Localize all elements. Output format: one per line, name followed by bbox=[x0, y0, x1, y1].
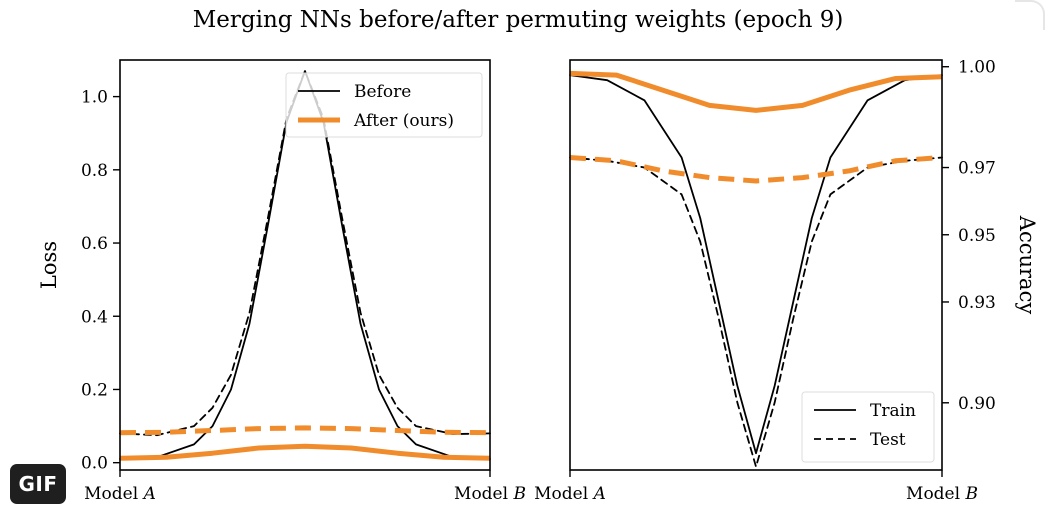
legend-label: Test bbox=[870, 430, 906, 450]
x-tick-label: Model A bbox=[534, 484, 606, 504]
legend-label: After (ours) bbox=[353, 111, 454, 131]
y-tick-label: 0.97 bbox=[958, 159, 996, 179]
plot-frame bbox=[569, 59, 943, 471]
series-line bbox=[119, 425, 491, 436]
y-axis-label: Accuracy bbox=[1015, 215, 1039, 315]
y-tick-label: 0.93 bbox=[958, 293, 996, 313]
x-tick-label: Model B bbox=[454, 484, 526, 504]
figure-title: Merging NNs before/after permuting weigh… bbox=[193, 7, 844, 33]
series-line bbox=[569, 155, 943, 184]
series-line bbox=[569, 70, 943, 113]
y-tick-label: 0.6 bbox=[81, 234, 108, 254]
plot-frame bbox=[119, 59, 491, 471]
y-tick-label: 0.4 bbox=[81, 307, 108, 327]
legend: Train Test bbox=[801, 391, 935, 463]
y-tick-label: 0.0 bbox=[81, 454, 108, 474]
gif-badge[interactable]: GIF bbox=[10, 464, 66, 504]
y-tick-label: 0.90 bbox=[958, 394, 996, 414]
y-axis-label: Loss bbox=[37, 241, 61, 289]
y-tick-label: 1.0 bbox=[81, 88, 108, 108]
y-tick-label: 1.00 bbox=[958, 58, 996, 78]
series-line bbox=[569, 74, 943, 455]
x-tick-label: Model A bbox=[84, 484, 156, 504]
loss-chart: 0.0 0.2 0.4 0.6 0.8 1.0 Model A Model B Loss Befo… bbox=[37, 59, 526, 504]
x-tick-label: Model B bbox=[906, 484, 978, 504]
legend-label: Train bbox=[870, 401, 916, 421]
series-line bbox=[119, 443, 491, 461]
accuracy-chart: 0.90 0.93 0.95 0.97 1.00 Model A Model B Accura… bbox=[534, 58, 1039, 504]
legend: Before After (ours) bbox=[285, 72, 483, 138]
card-corner bbox=[1015, 0, 1045, 30]
y-tick-label: 0.8 bbox=[81, 161, 108, 181]
y-tick-label: 0.95 bbox=[958, 226, 996, 246]
y-tick-label: 0.2 bbox=[81, 380, 108, 400]
legend-label: Before bbox=[354, 82, 411, 102]
series-line bbox=[569, 156, 943, 468]
